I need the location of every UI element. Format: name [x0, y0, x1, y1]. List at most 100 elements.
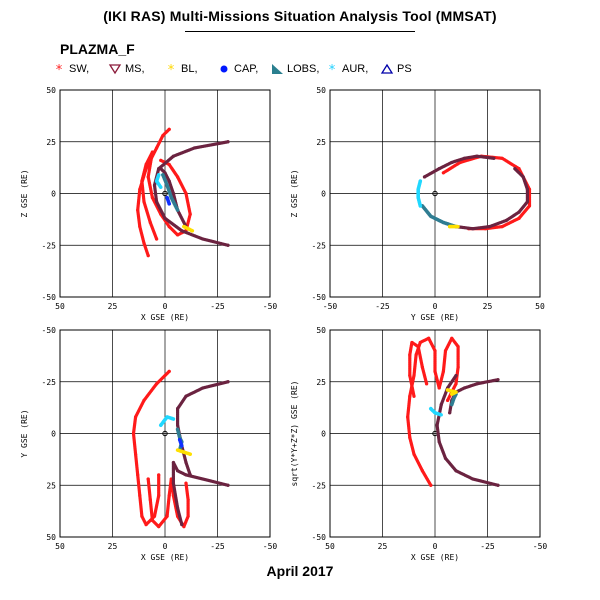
y-tick-label: -50 — [42, 293, 57, 302]
point-sw — [142, 398, 146, 402]
y-tick-label: -50 — [42, 326, 57, 335]
point-ms — [437, 440, 441, 444]
y-tick-label: 25 — [46, 481, 56, 490]
x-tick-label: 50 — [55, 302, 65, 311]
point-lobs — [176, 427, 180, 431]
point-lobs — [452, 396, 456, 400]
point-ms — [176, 407, 180, 411]
instrument-label: PLAZMA_F — [60, 41, 135, 57]
legend-item-aur: * AUR, — [325, 63, 368, 77]
y-axis-label: Z GSE (RE) — [290, 169, 299, 217]
point-aur — [159, 185, 163, 189]
y-tick-label: 50 — [46, 86, 56, 95]
point-ms — [471, 477, 475, 481]
legend-label: PS — [397, 63, 412, 76]
panel-3: 50 25 0 -25 -50 -50 -25 0 25 50 X GSE (RE) Y GSE (R… — [20, 326, 277, 562]
point-ms — [226, 380, 230, 384]
point-ms — [525, 187, 530, 191]
legend-item-bl: * BL, — [164, 63, 198, 77]
panel-2: -50 -25 0 25 50 -50 -25 0 25 50 Y GSE (RE) Z GSE (R… — [290, 86, 545, 322]
point-sw — [406, 415, 410, 419]
point-sw — [167, 162, 171, 167]
point-sw — [446, 398, 450, 402]
point-ms — [201, 237, 205, 241]
point-aur — [433, 411, 437, 415]
x-tick-label: -50 — [263, 542, 278, 551]
point-sw — [146, 254, 150, 258]
point-ms — [448, 411, 452, 415]
x-tick-label: -50 — [263, 302, 278, 311]
plot-frame — [59, 89, 271, 298]
x-axis-label: X GSE (RE) — [141, 313, 189, 322]
point-sw — [186, 514, 190, 518]
point-sw — [176, 175, 180, 179]
point-ms — [226, 483, 230, 487]
point-sw — [454, 382, 458, 386]
point-bl — [448, 225, 452, 229]
x-tick-label: 0 — [433, 302, 438, 311]
point-sw — [142, 200, 146, 204]
y-tick-label: -25 — [42, 378, 57, 387]
point-ms — [201, 477, 205, 481]
point-ms — [226, 243, 230, 247]
point-ms — [171, 481, 175, 485]
point-sw — [517, 167, 521, 171]
point-ms — [475, 154, 479, 158]
point-bl — [176, 448, 180, 452]
orbit-series-sw — [406, 336, 460, 487]
point-ms — [184, 460, 188, 465]
orbit-series-ms — [422, 154, 496, 179]
point-sw — [427, 336, 431, 340]
x-axis-label: X GSE (RE) — [141, 553, 189, 562]
point-sw — [410, 340, 414, 345]
point-sw — [416, 344, 420, 349]
plot-frame — [59, 329, 271, 538]
point-ms — [437, 167, 441, 171]
point-sw — [184, 191, 188, 196]
plot-frame — [329, 89, 541, 298]
star-icon: * — [164, 63, 178, 75]
point-sw — [425, 382, 429, 386]
point-sw — [152, 514, 157, 518]
point-sw — [144, 162, 148, 167]
point-sw — [161, 133, 165, 138]
point-ms — [504, 218, 508, 223]
point-ms — [422, 175, 427, 179]
point-sw — [450, 336, 454, 340]
point-sw — [456, 344, 460, 349]
point-ms — [180, 229, 184, 233]
y-tick-label: 0 — [321, 190, 326, 199]
x-tick-label: -25 — [210, 302, 225, 311]
triangle-down-icon — [108, 63, 122, 75]
svg-text:*: * — [55, 63, 63, 75]
point-ms — [155, 200, 159, 204]
orbit-series-ms — [152, 140, 230, 247]
point-sw — [167, 494, 171, 498]
point-sw — [148, 498, 152, 502]
point-aur — [416, 196, 420, 200]
point-cap — [167, 202, 171, 206]
point-sw — [420, 469, 424, 473]
x-tick-label: -50 — [533, 542, 548, 551]
x-tick-label: 25 — [378, 542, 388, 551]
point-ms — [171, 191, 175, 196]
earth-marker — [162, 430, 168, 437]
point-aur — [418, 179, 422, 183]
point-ms — [226, 140, 230, 144]
orbit-series-ms — [171, 460, 230, 527]
point-sw — [155, 146, 159, 150]
x-tick-label: 25 — [108, 542, 118, 551]
earth-marker — [432, 190, 438, 197]
point-lobs — [450, 402, 454, 407]
legend-label: BL, — [181, 63, 198, 76]
x-axis-label: X GSE (RE) — [411, 553, 459, 562]
x-tick-label: 0 — [433, 542, 438, 551]
point-ms — [159, 167, 163, 171]
point-cap — [178, 438, 182, 442]
y-tick-label: 50 — [316, 86, 326, 95]
point-ms — [488, 225, 492, 229]
point-ms — [496, 483, 500, 487]
orbit-series-ms — [435, 373, 500, 487]
x-tick-label: 0 — [163, 542, 168, 551]
point-sw — [437, 386, 441, 390]
